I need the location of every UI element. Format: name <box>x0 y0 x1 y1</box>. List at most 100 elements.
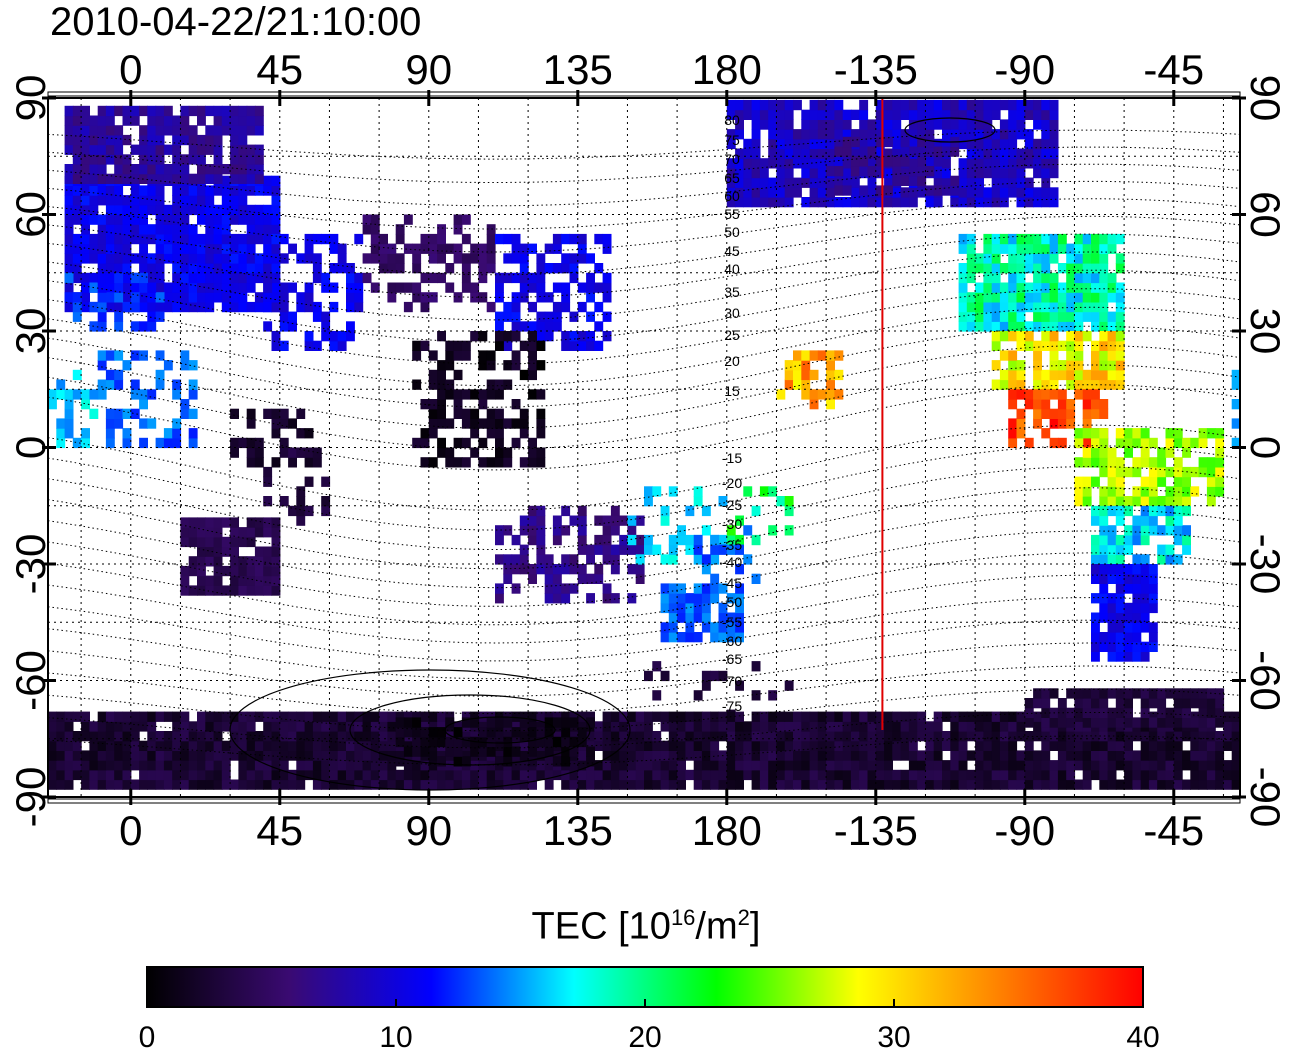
tec-cell <box>230 536 239 548</box>
tec-cell <box>917 750 927 761</box>
tec-cell <box>677 750 686 761</box>
tec-cell <box>97 292 107 303</box>
tec-cell <box>1115 476 1125 487</box>
tec-cell <box>296 505 306 517</box>
tec-cell <box>205 750 215 761</box>
tec-cell <box>900 175 910 186</box>
tec-cell <box>660 515 670 526</box>
tec-cell <box>1231 379 1241 390</box>
tec-cell <box>1206 496 1216 507</box>
tec-cell <box>254 173 264 184</box>
tec-cell <box>478 399 488 410</box>
tec-cell <box>958 711 968 722</box>
tec-cell <box>511 399 521 410</box>
tec-cell <box>1041 177 1051 188</box>
tec-cell <box>321 321 331 332</box>
tec-cell <box>172 224 182 235</box>
tec-cell <box>635 740 645 751</box>
tec-cell <box>370 243 380 254</box>
tec-cell <box>130 115 140 126</box>
tec-cell <box>850 156 860 167</box>
tec-cell <box>1157 688 1167 699</box>
tec-cell <box>453 350 463 361</box>
tec-cell <box>983 272 993 284</box>
tec-cell <box>81 214 90 225</box>
tec-cell <box>966 109 976 120</box>
tec-cell <box>180 721 190 732</box>
tec-cell <box>1132 779 1142 790</box>
tec-cell <box>735 711 744 722</box>
tec-cell <box>1057 731 1067 742</box>
tec-cell <box>933 167 943 179</box>
tec-cell <box>983 301 993 313</box>
tec-cell <box>412 746 422 757</box>
tec-cell <box>122 760 132 771</box>
tec-cell <box>1165 731 1175 742</box>
tec-cell <box>751 505 761 517</box>
tec-cell <box>768 177 778 188</box>
tec-cell <box>718 721 728 732</box>
tec-cell <box>312 769 322 781</box>
tec-cell <box>685 622 695 633</box>
tec-cell <box>999 167 1009 179</box>
tec-cell <box>271 546 281 557</box>
tec-cell <box>296 740 306 751</box>
tec-cell <box>958 109 968 120</box>
tec-cell <box>1198 760 1208 771</box>
tec-cell <box>718 612 728 623</box>
tec-cell <box>1140 698 1150 709</box>
tec-cell <box>495 282 504 293</box>
tec-cell <box>180 360 190 371</box>
tec-cell <box>312 711 322 722</box>
tec-cell <box>205 233 215 245</box>
tec-cell <box>1157 769 1167 781</box>
tec-cell <box>403 760 413 771</box>
tec-cell <box>1107 602 1117 614</box>
tec-cell <box>975 119 984 130</box>
tec-cell <box>263 769 273 781</box>
tec-cell <box>254 301 264 313</box>
tec-cell <box>254 164 264 175</box>
tec-cell <box>246 224 256 235</box>
tec-cell <box>130 253 140 264</box>
tec-cell <box>652 760 662 771</box>
tec-cell <box>594 564 604 575</box>
tec-cell <box>412 340 422 351</box>
tec-cell <box>114 253 124 264</box>
tec-cell <box>1099 593 1109 604</box>
tec-cell <box>726 760 736 771</box>
tec-cell <box>1115 282 1125 293</box>
contour-label: 65 <box>724 170 740 186</box>
tec-cell <box>221 769 231 781</box>
tec-cell <box>991 272 1001 284</box>
tec-cell <box>801 769 811 781</box>
tec-cell <box>884 711 893 722</box>
tec-cell <box>495 740 504 751</box>
tec-cell <box>147 115 157 126</box>
tec-cell <box>114 301 124 313</box>
tec-cell <box>254 272 264 284</box>
tec-cell <box>172 243 182 254</box>
tec-cell <box>1008 292 1018 303</box>
tec-cell <box>627 760 637 771</box>
tec-cell <box>81 282 90 293</box>
tec-cell <box>917 109 927 120</box>
tec-cell <box>304 721 314 732</box>
tec-cell <box>370 224 380 235</box>
tec-cell <box>602 243 612 254</box>
tec-cell <box>279 750 289 761</box>
tec-cell <box>942 158 951 169</box>
tec-cell <box>743 197 753 208</box>
tec-cell <box>536 525 546 536</box>
tec-cell <box>56 779 66 790</box>
tec-cell <box>97 224 107 235</box>
tec-cell <box>817 177 827 188</box>
tec-cell <box>197 527 206 538</box>
tec-cell <box>445 418 455 429</box>
tec-cell <box>933 740 943 751</box>
tec-cell <box>1091 301 1100 313</box>
tec-cell <box>776 177 786 188</box>
tec-cell <box>370 711 380 722</box>
tec-cell <box>1091 505 1100 517</box>
tec-cell <box>784 760 794 771</box>
